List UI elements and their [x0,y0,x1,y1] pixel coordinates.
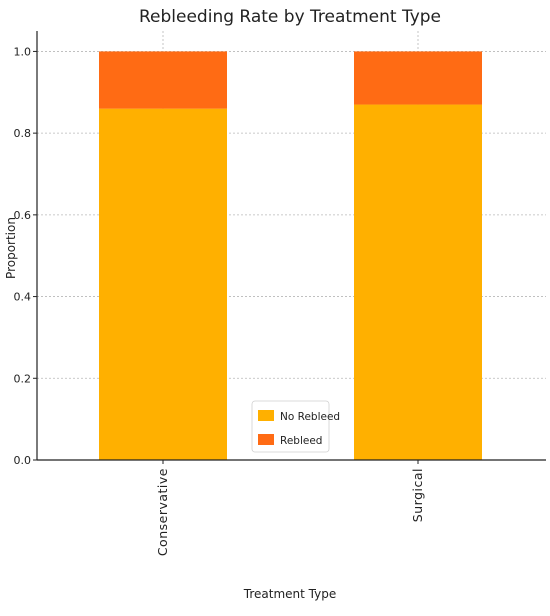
tick-labels: 0.0 0.2 0.4 0.6 0.8 1.0 Conservative Surgical [14,45,426,556]
x-tick-label-conservative: Conservative [155,468,170,556]
legend-swatch-no-rebleed [258,410,274,421]
y-tick-label: 0.0 [14,454,32,467]
y-axis-label: Proportion [4,217,18,279]
y-tick-label: 1.0 [14,45,32,58]
bar-rebleed-surgical [354,51,482,105]
x-tick-label-surgical: Surgical [410,468,425,522]
chart-title: Rebleeding Rate by Treatment Type [139,7,441,27]
axes [33,31,546,464]
x-axis-label: Treatment Type [243,587,336,601]
legend: No Rebleed Rebleed [251,400,340,453]
y-tick-label: 0.2 [14,372,32,385]
legend-swatch-rebleed [258,434,274,445]
bars [99,51,482,461]
y-tick-label: 0.8 [14,127,32,140]
y-tick-label: 0.6 [14,209,32,222]
bar-no-rebleed-conservative [99,108,227,460]
bar-rebleed-conservative [99,51,227,109]
legend-label-rebleed: Rebleed [280,435,322,447]
bar-no-rebleed-surgical [354,104,482,461]
y-tick-label: 0.4 [14,291,32,304]
legend-label-no-rebleed: No Rebleed [280,411,340,423]
